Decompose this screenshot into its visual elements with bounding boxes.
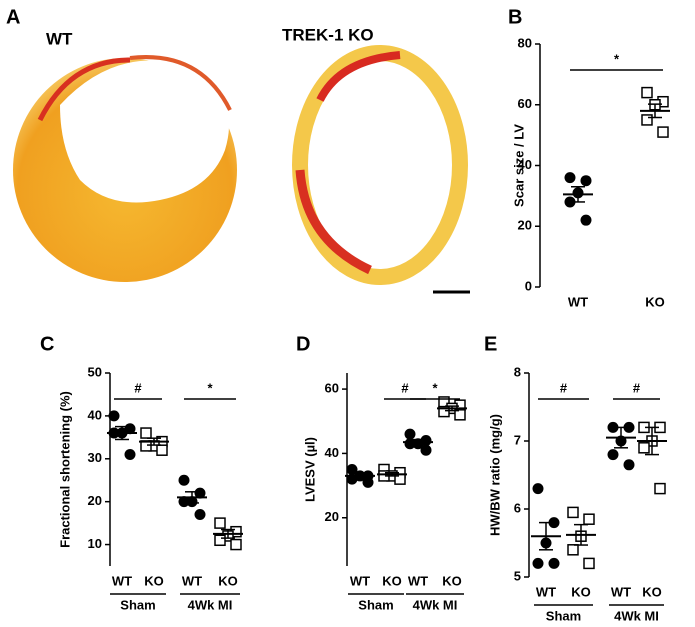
significance-mark: * (207, 380, 213, 395)
y-axis-label: Fractional shortening (%) (57, 391, 72, 548)
significance-mark: # (560, 380, 568, 395)
y-tick-label: 40 (88, 407, 102, 422)
histology-ko (292, 45, 468, 285)
data-point (178, 474, 190, 486)
data-point (124, 448, 136, 460)
y-tick-label: 80 (518, 35, 532, 50)
data-point (454, 409, 466, 421)
x-tick-label: WT (350, 573, 370, 588)
y-tick-label: 40 (325, 445, 339, 460)
data-point (548, 517, 560, 529)
group-label: Sham (120, 597, 155, 612)
data-point (623, 421, 635, 433)
x-tick-label: KO (144, 573, 164, 588)
x-tick-label: WT (112, 573, 132, 588)
data-point (607, 449, 619, 461)
y-tick-label: 50 (88, 364, 102, 379)
x-tick-label: KO (645, 294, 665, 309)
data-point (583, 513, 595, 525)
y-axis-label: LVESV (µl) (302, 437, 317, 502)
y-axis-label: Scar size / LV (511, 124, 526, 207)
histology-wt (13, 55, 237, 282)
x-tick-label: WT (536, 584, 556, 599)
data-point (214, 534, 226, 547)
y-tick-label: 30 (88, 450, 102, 465)
y-tick-label: 10 (88, 536, 102, 551)
data-point (178, 496, 190, 508)
group-label: 4Wk MI (188, 597, 233, 612)
data-point (532, 483, 544, 495)
group-label: Sham (546, 608, 581, 623)
data-point (532, 557, 544, 569)
x-tick-label: WT (568, 294, 588, 309)
panel-label: C (40, 333, 54, 355)
image-title: WT (46, 29, 73, 48)
data-point (623, 459, 635, 471)
x-tick-label: KO (218, 573, 238, 588)
data-point (580, 175, 592, 187)
panel-label: A (6, 6, 20, 28)
y-tick-label: 20 (88, 493, 102, 508)
y-tick-label: 60 (325, 381, 339, 396)
data-point (580, 214, 592, 226)
y-tick-label: 40 (518, 157, 532, 172)
x-tick-label: KO (571, 584, 591, 599)
y-tick-label: 0 (525, 278, 532, 293)
x-tick-label: KO (642, 584, 662, 599)
data-point (638, 442, 650, 454)
significance-mark: # (401, 380, 409, 395)
y-tick-label: 8 (514, 364, 521, 379)
data-point (641, 86, 653, 99)
group-label: Sham (358, 597, 393, 612)
data-point (194, 509, 206, 521)
data-point (420, 444, 432, 456)
data-point (346, 464, 358, 475)
significance-mark: * (614, 51, 620, 66)
data-point (607, 421, 619, 433)
y-tick-label: 6 (514, 500, 521, 515)
group-label: 4Wk MI (614, 608, 659, 623)
data-point (156, 444, 168, 456)
data-point (108, 410, 120, 422)
y-tick-label: 60 (518, 96, 532, 111)
data-point (567, 506, 579, 519)
data-point (230, 538, 242, 551)
y-tick-label: 20 (325, 509, 339, 524)
data-point (564, 196, 576, 208)
data-point (194, 487, 206, 499)
x-tick-label: WT (182, 573, 202, 588)
x-tick-label: KO (382, 573, 402, 588)
significance-mark: # (633, 380, 641, 395)
panel-label: D (296, 333, 310, 355)
data-point (140, 427, 152, 439)
data-point (404, 438, 416, 450)
x-tick-label: WT (408, 573, 428, 588)
data-point (654, 482, 666, 495)
y-tick-label: 20 (518, 218, 532, 233)
data-point (564, 172, 576, 184)
data-point (583, 557, 595, 570)
panel-label: B (508, 6, 522, 28)
data-point (404, 428, 416, 440)
image-title: TREK-1 KO (282, 25, 374, 44)
data-point (362, 476, 374, 488)
panel-label: E (484, 333, 497, 355)
x-tick-label: KO (442, 573, 462, 588)
group-label: 4Wk MI (413, 597, 458, 612)
data-point (641, 114, 653, 126)
data-point (657, 126, 669, 138)
y-tick-label: 7 (514, 432, 521, 447)
significance-mark: * (432, 380, 438, 395)
data-point (438, 405, 450, 418)
data-point (548, 557, 560, 569)
data-point (214, 517, 226, 529)
significance-mark: # (134, 380, 142, 395)
x-tick-label: WT (611, 584, 631, 599)
y-axis-label: HW/BW ratio (mg/g) (487, 414, 502, 536)
y-tick-label: 5 (514, 568, 521, 583)
data-point (567, 544, 579, 556)
